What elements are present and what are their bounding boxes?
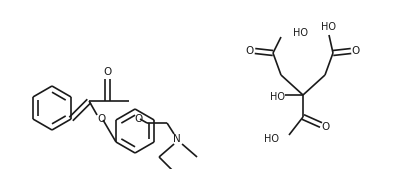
Text: O: O (103, 67, 111, 77)
Text: O: O (134, 114, 142, 124)
Text: O: O (322, 122, 330, 132)
Text: HO: HO (264, 134, 279, 144)
Text: HO: HO (322, 22, 336, 32)
Text: O: O (352, 46, 360, 56)
Text: O: O (97, 114, 105, 124)
Text: HO: HO (293, 28, 308, 38)
Text: HO: HO (270, 92, 285, 102)
Text: O: O (246, 46, 254, 56)
Text: N: N (173, 134, 181, 144)
